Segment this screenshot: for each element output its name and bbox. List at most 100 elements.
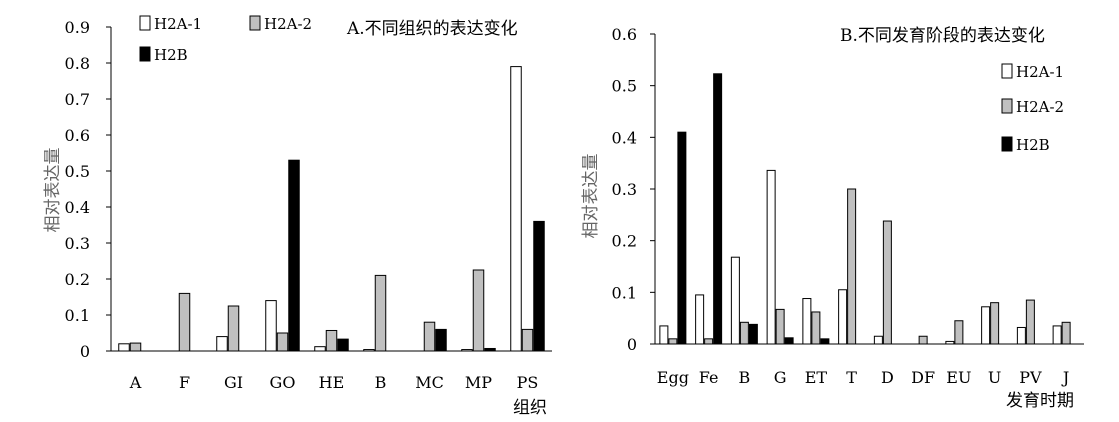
panel-a-y-tick-label: 0.7 xyxy=(65,90,90,109)
panel-b-bar xyxy=(677,131,687,345)
panel-a-y-tick-label: 0.3 xyxy=(65,234,90,253)
panel-a-bar xyxy=(227,305,240,352)
panel-a-x-tick-label: A xyxy=(129,373,142,392)
panel-b-bar xyxy=(713,73,723,345)
panel-a-bar xyxy=(461,349,473,352)
panel-a-bar xyxy=(510,66,522,352)
panel-b-x-tick-label: J xyxy=(1061,368,1069,387)
panel-b-bar xyxy=(1061,321,1071,345)
panel-b-y-tick-label: 0.6 xyxy=(612,25,637,44)
panel-b-bar xyxy=(873,335,883,345)
panel-a-x-tick-label: GI xyxy=(224,373,243,392)
panel-a-bar xyxy=(314,346,326,352)
panel-a-legend-swatch xyxy=(139,46,151,62)
panel-b-legend-label: H2B xyxy=(1016,136,1050,154)
panel-a-y-tick-label: 0.6 xyxy=(65,126,90,145)
panel-b-bar xyxy=(766,169,776,345)
panel-a-y-tick-label: 0.5 xyxy=(65,162,90,181)
panel-b-bar xyxy=(784,337,794,345)
panel-b-bar xyxy=(775,308,785,345)
panel-b-bar xyxy=(802,298,812,345)
panel-a-x-tick-label: MP xyxy=(465,373,492,392)
panel-b-bar xyxy=(704,338,714,345)
panel-a-legend-label: H2A-2 xyxy=(264,15,312,33)
panel-a-bar xyxy=(363,349,375,352)
panel-b-bar xyxy=(1016,326,1026,345)
panel-b-y-axis-label: 相对表达量 xyxy=(581,154,601,239)
panel-a-bar xyxy=(337,338,349,352)
panel-a-x-tick-label: PS xyxy=(517,373,539,392)
panel-b-x-axis-label: 发育时期 xyxy=(1006,391,1074,411)
panel-a-bar xyxy=(118,343,130,352)
panel-b-title: B.不同发育阶段的表达变化 xyxy=(840,26,1045,46)
panel-a-y-axis-label: 相对表达量 xyxy=(43,148,63,233)
panel-b-y-tick-label: 0.1 xyxy=(612,283,637,302)
panel-b-y-tick-label: 0.5 xyxy=(612,77,637,96)
panel-b-legend-swatch xyxy=(1001,136,1013,152)
panel-b-bar xyxy=(954,320,964,345)
panel-a-bar xyxy=(435,328,447,352)
panel-a-bar xyxy=(521,328,534,352)
panel-b-legend-label: H2A-2 xyxy=(1016,98,1064,116)
panel-b-x-tick-label: U xyxy=(988,368,1001,387)
panel-a-bar xyxy=(325,329,338,352)
panel-b-y-tick-label: 0 xyxy=(627,335,637,354)
panel-b-x-tick-label: T xyxy=(846,368,857,387)
panel-b-legend-label: H2A-1 xyxy=(1016,63,1064,81)
panel-b-bar xyxy=(739,321,749,345)
panel-a-x-axis-label: 组织 xyxy=(513,398,547,418)
panel-a-bar xyxy=(178,292,191,352)
panel-a-bar xyxy=(129,342,142,352)
panel-b-x-tick-label: G xyxy=(774,368,787,387)
panel-b-x-tick-label: B xyxy=(738,368,750,387)
panel-a-bar xyxy=(288,159,300,352)
panel-a-x-tick-label: F xyxy=(179,373,190,392)
panel-b-bar xyxy=(811,311,821,345)
panel-a-legend-label: H2B xyxy=(154,46,188,64)
panel-b-bar xyxy=(847,188,857,345)
panel-b-x-tick-label: PV xyxy=(1019,368,1042,387)
panel-a-bar xyxy=(484,347,496,352)
panel-b-x-tick-label: EU xyxy=(946,368,971,387)
panel-b-x-tick-label: Egg xyxy=(657,368,689,387)
panel-a-bar xyxy=(533,220,545,352)
panel-a-y-tick-label: 0.4 xyxy=(65,198,90,217)
panel-b-bar xyxy=(668,338,678,345)
panel-a-y-tick-label: 0.1 xyxy=(65,306,90,325)
panel-b-bar xyxy=(820,338,830,345)
panel-a-x-tick-label: B xyxy=(375,373,387,392)
panel-a-bar xyxy=(276,332,289,352)
panel-b-bar xyxy=(1052,325,1062,345)
panel-b-bar xyxy=(730,256,740,345)
panel-a-x-tick-label: HE xyxy=(319,373,345,392)
panel-a-title: A.不同组织的表达变化 xyxy=(346,19,518,39)
panel-b-x-tick-label: D xyxy=(881,368,894,387)
panel-a-legend-swatch xyxy=(139,15,151,31)
panel-b-legend-swatch xyxy=(1001,98,1013,114)
panel-b-x-tick-label: ET xyxy=(805,368,828,387)
panel-a-y-tick-label: 0.2 xyxy=(65,270,90,289)
panel-b-bar xyxy=(695,294,705,345)
panel-a-bar xyxy=(374,274,387,352)
panel-a-x-tick-label: GO xyxy=(270,373,296,392)
panel-b-bar xyxy=(882,220,892,345)
panel-b-bar xyxy=(945,340,955,345)
panel-a-y-tick-label: 0 xyxy=(80,342,90,361)
panel-a-legend-label: H2A-1 xyxy=(154,15,202,33)
panel-a-bar xyxy=(265,300,277,352)
panel-b-y-tick-label: 0.2 xyxy=(612,232,637,251)
panel-b-bar xyxy=(990,302,1000,345)
panel-b-bar xyxy=(918,335,928,345)
panel-a-legend-swatch xyxy=(249,15,261,31)
panel-a-bar xyxy=(472,269,485,352)
panel-b-y-tick-label: 0.3 xyxy=(612,180,637,199)
panel-a-y-tick-label: 0.8 xyxy=(65,54,90,73)
panel-b-x-tick-label: Fe xyxy=(699,368,719,387)
panel-a-x-tick-label: MC xyxy=(415,373,444,392)
panel-b-bar xyxy=(659,325,669,345)
panel-b-y-tick-label: 0.4 xyxy=(612,128,637,147)
panel-b-bar xyxy=(838,289,848,345)
panel-b-bar xyxy=(1025,299,1035,345)
panel-b-bar xyxy=(981,306,991,345)
